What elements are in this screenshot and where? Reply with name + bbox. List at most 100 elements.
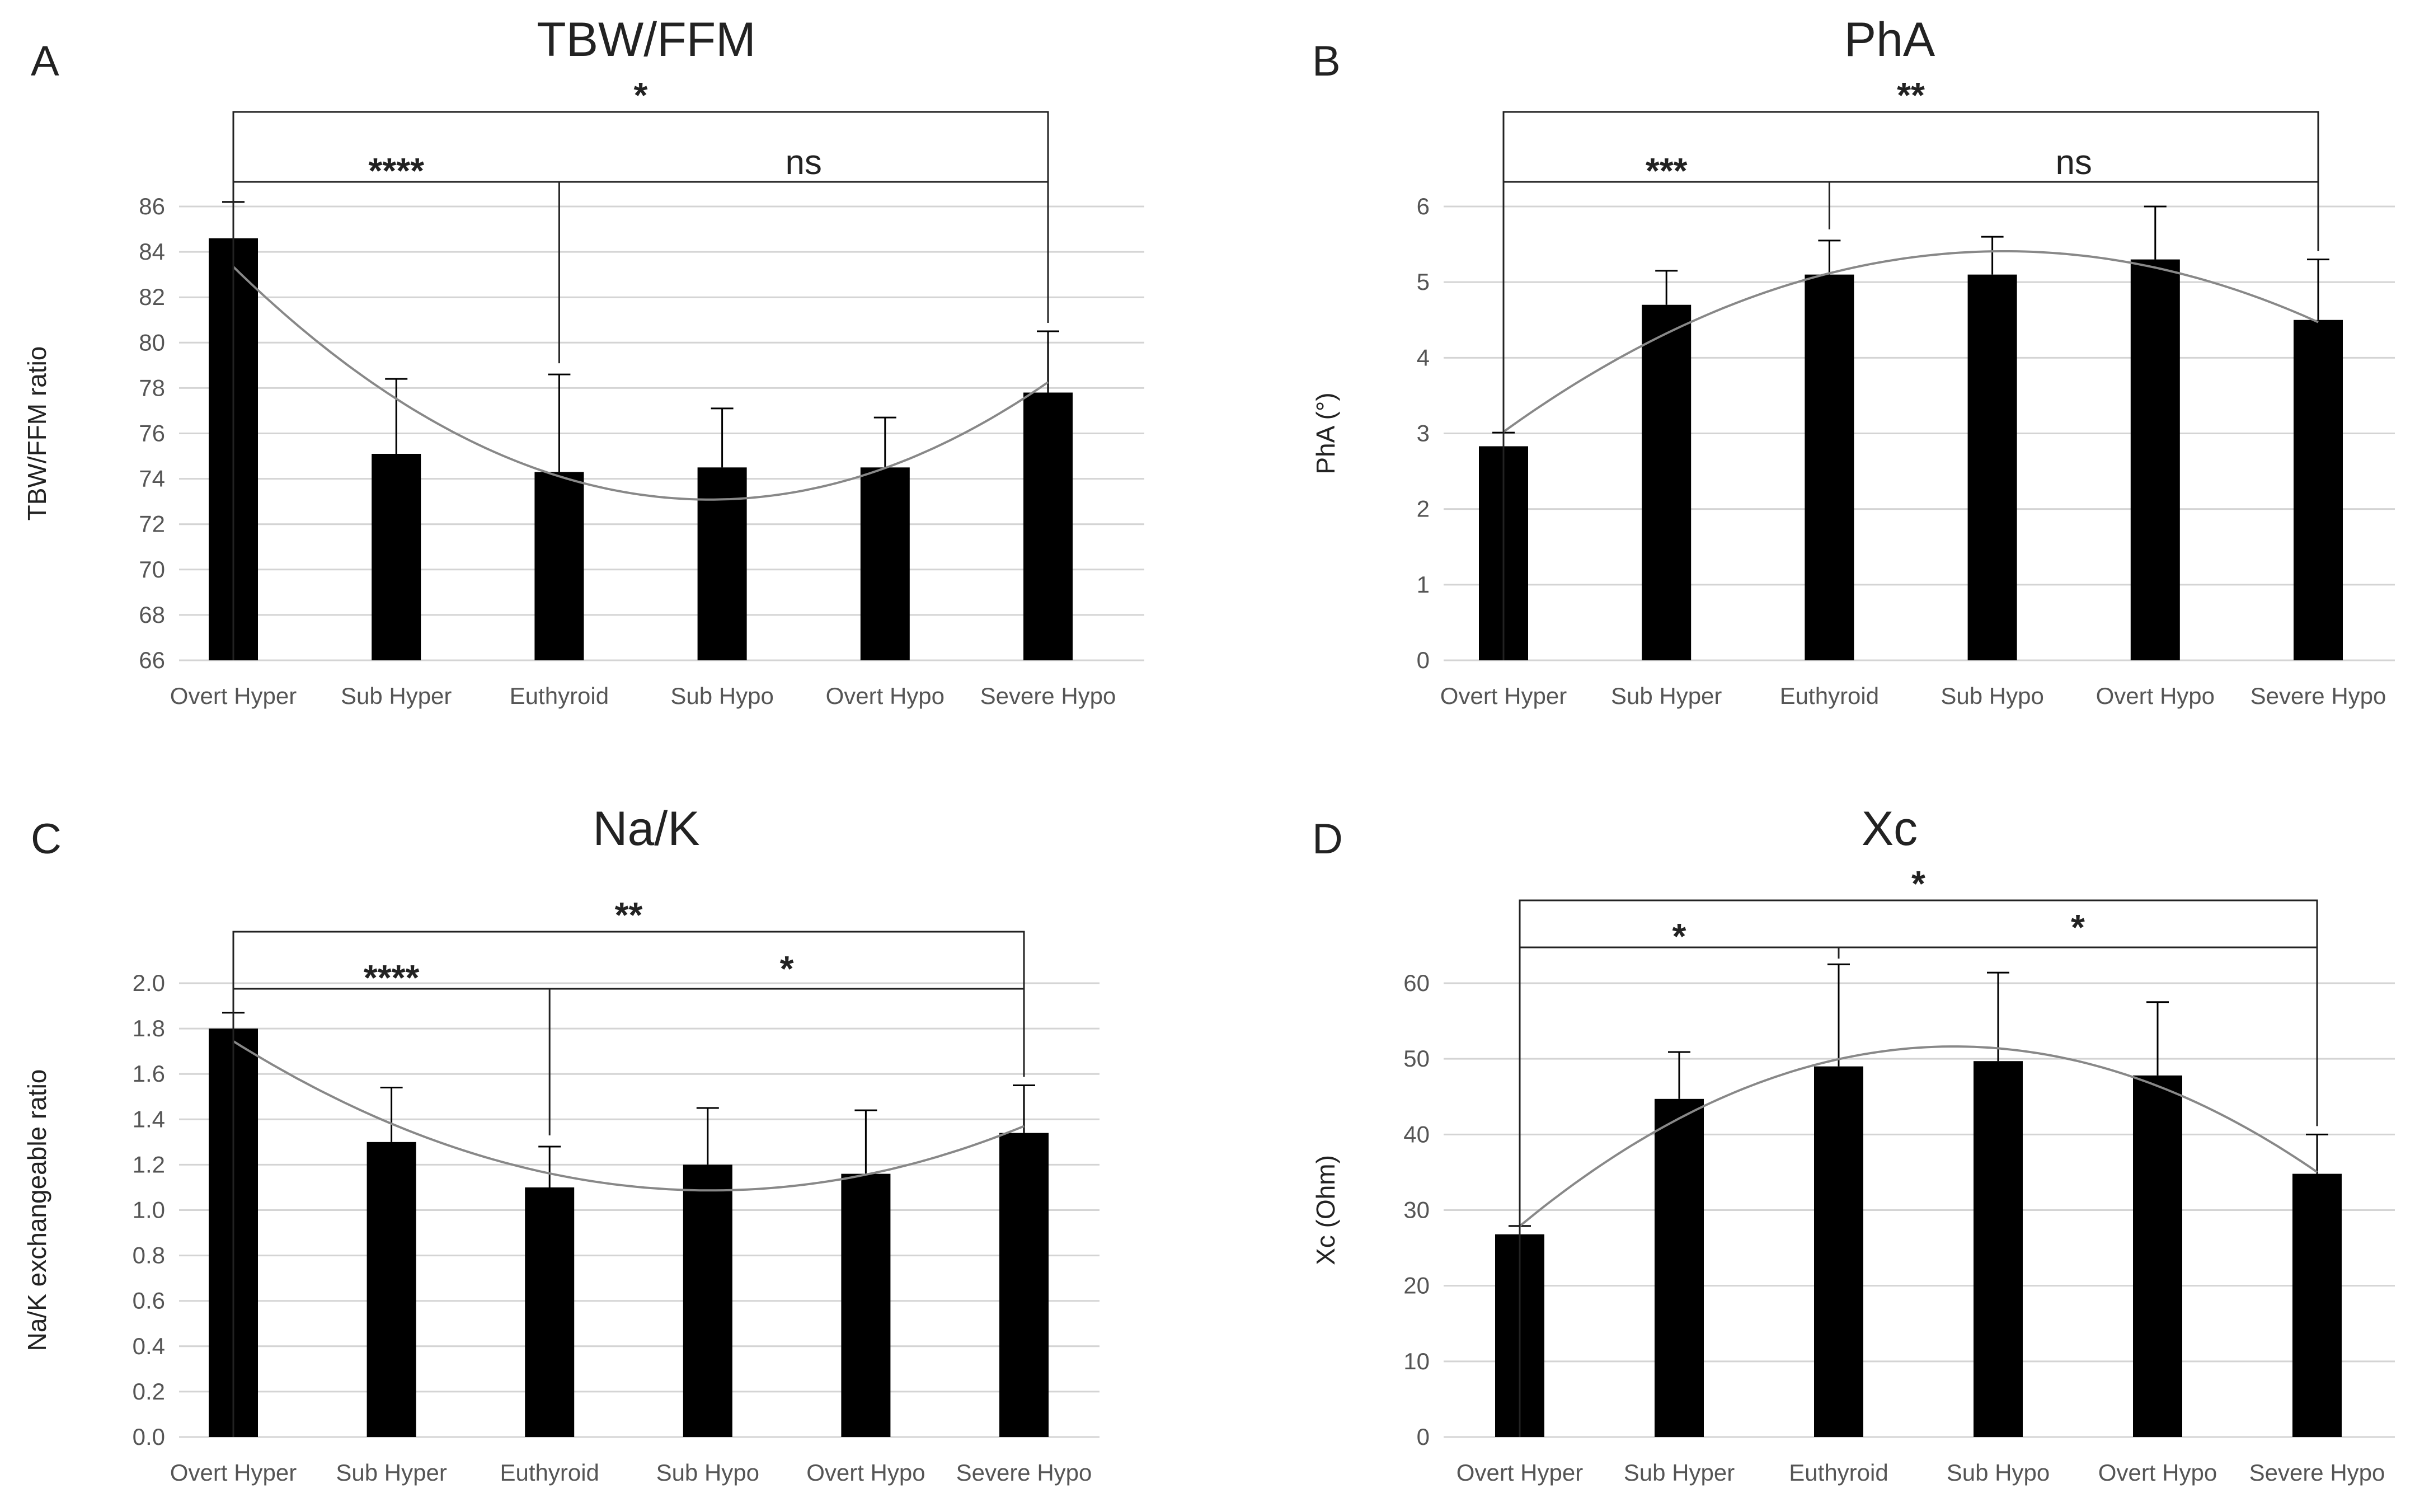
panel-c-y-tick-label: 2.0 <box>133 970 165 996</box>
panel-b-category-label: Severe Hypo <box>2250 683 2386 709</box>
panel-d-category-label: Sub Hyper <box>1624 1459 1735 1486</box>
panel-c-y-tick-label: 1.4 <box>133 1106 165 1132</box>
panel-c-y-tick-label: 0.0 <box>133 1424 165 1450</box>
panel-c-bar <box>999 1133 1049 1437</box>
panel-d-bar <box>1655 1098 1704 1437</box>
panel-a-sig-left: **** <box>368 151 424 191</box>
panel-b-y-tick-label: 2 <box>1417 496 1430 522</box>
panel-c-sig-overall: ** <box>615 895 643 935</box>
panel-a-category-label: Overt Hypo <box>826 683 945 709</box>
panel-c-category-label: Sub Hypo <box>656 1459 759 1486</box>
panel-d-outer-bracket <box>1519 899 2318 1437</box>
panel-b-y-axis-label: PhA (°) <box>1311 392 1340 474</box>
panel-a-y-axis-label: TBW/FFM ratio <box>22 346 51 521</box>
panel-a-letter: A <box>31 37 59 85</box>
panel-b-y-tick-label: 5 <box>1417 269 1430 295</box>
panel-a-trendline <box>232 266 1049 501</box>
panel-d-y-tick-label: 30 <box>1403 1197 1430 1223</box>
panel-a-y-tick-label: 74 <box>139 466 165 492</box>
panel-c-trendline <box>232 1040 1025 1192</box>
panel-d-y-axis-label: Xc (Ohm) <box>1311 1155 1340 1265</box>
panel-c-y-axis-label: Na/K exchangeable ratio <box>22 1069 51 1351</box>
panel-d-bar <box>2292 1173 2342 1437</box>
panel-c-category-label: Overt Hyper <box>170 1459 297 1486</box>
panel-a-sig-right: ns <box>785 143 821 182</box>
panel-a-bar <box>372 453 421 660</box>
panel-b-category-label: Sub Hyper <box>1611 683 1722 709</box>
panel-a-y-tick-label: 86 <box>139 193 165 219</box>
panel-b-y-tick-label: 3 <box>1417 420 1430 447</box>
panel-b-y-tick-label: 0 <box>1417 647 1430 673</box>
panel-c-y-tick-label: 0.4 <box>133 1333 165 1359</box>
panel-d-title: Xc <box>1862 802 1918 856</box>
panel-a-y-tick-label: 68 <box>139 602 165 628</box>
panel-b-y-tick-label: 1 <box>1417 571 1430 598</box>
panel-b-bar <box>2130 259 2180 660</box>
panel-a-y-tick-label: 80 <box>139 329 165 355</box>
panel-c-outer-bracket <box>232 931 1025 1437</box>
panel-b-bar <box>1805 274 1854 660</box>
panel-d-trendline <box>1519 1045 2318 1227</box>
panel-a-outer-bracket <box>232 111 1049 660</box>
panel-c-bar <box>841 1173 891 1437</box>
panel-b-category-label: Overt Hypo <box>2096 683 2215 709</box>
panel-a-y-tick-label: 66 <box>139 647 165 673</box>
panel-b-category-label: Overt Hyper <box>1440 683 1567 709</box>
panel-b-category-label: Sub Hypo <box>1941 683 2043 709</box>
panel-b-y-tick-label: 4 <box>1417 344 1430 370</box>
panel-c-y-tick-label: 0.2 <box>133 1378 165 1405</box>
panel-d-category-label: Sub Hypo <box>1947 1459 2050 1486</box>
panel-d-bar <box>1814 1066 1863 1437</box>
panel-c-y-tick-label: 1.6 <box>133 1060 165 1087</box>
panel-d-y-tick-label: 10 <box>1403 1348 1430 1374</box>
panel-b-bar <box>1642 304 1692 660</box>
panel-c-sig-left: **** <box>364 957 420 998</box>
panel-a-title: TBW/FFM <box>537 13 756 67</box>
panel-b-bar <box>1967 274 2017 660</box>
panel-b-category-label: Euthyroid <box>1780 683 1879 709</box>
panel-c-category-label: Euthyroid <box>500 1459 599 1486</box>
panel-b-bar <box>2294 320 2343 660</box>
panel-a-y-tick-label: 70 <box>139 556 165 583</box>
panel-d-category-label: Overt Hyper <box>1456 1459 1583 1486</box>
panel-c-category-label: Sub Hyper <box>336 1459 447 1486</box>
panel-c-y-tick-label: 1.8 <box>133 1015 165 1041</box>
panel-c-y-tick-label: 0.8 <box>133 1242 165 1269</box>
panel-d-bar <box>1974 1061 2023 1437</box>
panel-d-category-label: Severe Hypo <box>2249 1459 2385 1486</box>
panel-d-sig-right: * <box>2071 907 2085 947</box>
panel-a-y-tick-label: 84 <box>139 238 165 265</box>
panel-a-y-tick-label: 76 <box>139 420 165 447</box>
panel-c-bar <box>367 1142 416 1437</box>
panel-c-bar <box>525 1187 575 1437</box>
panel-d-sig-overall: * <box>1911 863 1925 904</box>
panel-d-sig-left: * <box>1672 916 1686 956</box>
panel-a-category-label: Severe Hypo <box>980 683 1116 709</box>
panel-a-sig-overall: * <box>634 75 648 115</box>
panel-c-category-label: Severe Hypo <box>956 1459 1092 1486</box>
panel-b-y-tick-label: 6 <box>1417 193 1430 219</box>
panel-d-category-label: Overt Hypo <box>2098 1459 2217 1486</box>
panel-c-letter: C <box>31 815 62 863</box>
panel-d-y-tick-label: 20 <box>1403 1272 1430 1299</box>
panel-c-sig-right: * <box>780 948 794 989</box>
panel-d-y-tick-label: 0 <box>1417 1424 1430 1450</box>
panel-a-bar <box>534 472 584 660</box>
panel-a-category-label: Sub Hyper <box>341 683 452 709</box>
panel-c-y-tick-label: 0.6 <box>133 1288 165 1314</box>
panel-a-bar <box>860 467 910 660</box>
panel-d-category-label: Euthyroid <box>1789 1459 1888 1486</box>
panel-b-sig-right: ns <box>2055 143 2092 182</box>
panel-a-y-tick-label: 78 <box>139 374 165 401</box>
panel-b-outer-bracket <box>1502 111 2319 660</box>
panel-a-y-tick-label: 72 <box>139 511 165 537</box>
panel-d-y-tick-label: 50 <box>1403 1045 1430 1072</box>
panel-d-y-tick-label: 40 <box>1403 1121 1430 1147</box>
panel-b-title: PhA <box>1844 13 1935 67</box>
panel-c-y-tick-label: 1.2 <box>133 1151 165 1177</box>
panel-a-category-label: Euthyroid <box>510 683 609 709</box>
panel-b-sig-overall: ** <box>1897 75 1925 115</box>
panel-a-category-label: Overt Hyper <box>170 683 297 709</box>
panel-c-title: Na/K <box>593 802 699 856</box>
